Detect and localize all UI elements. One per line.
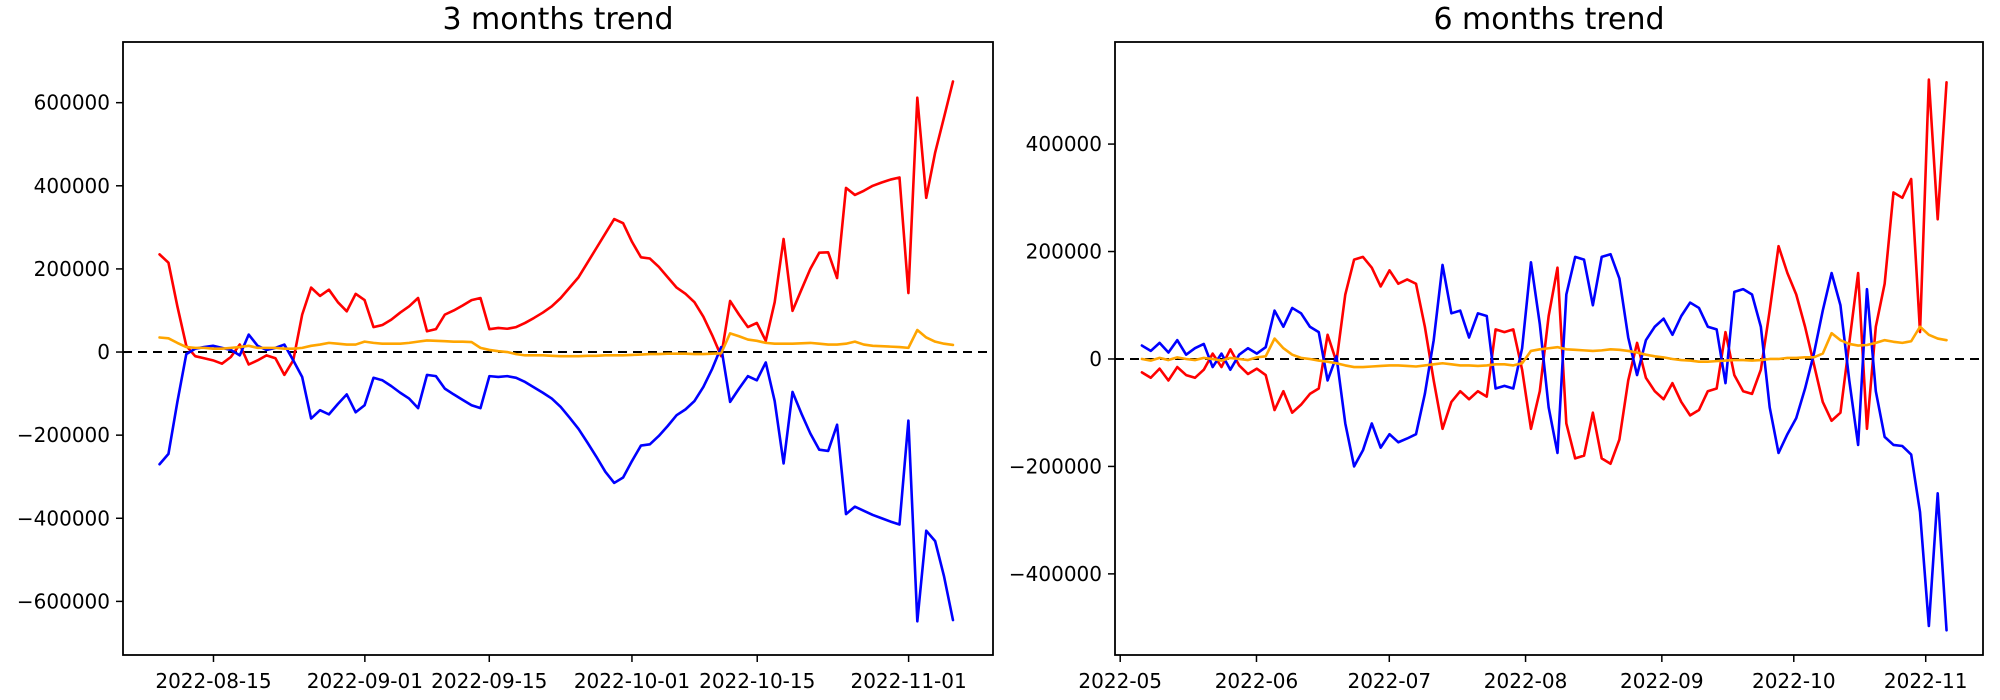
axes-frame <box>1114 41 1984 656</box>
y-tick-label: −400000 <box>17 506 110 530</box>
blue-series-line <box>158 333 955 623</box>
x-tick-label: 2022-05 <box>1078 669 1162 693</box>
x-tick-label: 2022-09 <box>1620 669 1704 693</box>
y-tick-label: 200000 <box>1026 240 1102 264</box>
x-tick-label: 2022-10-15 <box>699 669 815 693</box>
y-tick-label: 400000 <box>1026 132 1102 156</box>
y-tick-label: 600000 <box>34 91 110 115</box>
x-tick-label: 2022-09-15 <box>431 669 547 693</box>
orange-series-line <box>1140 325 1948 369</box>
x-tick-label: 2022-10-01 <box>574 669 690 693</box>
red-series-line <box>1140 78 1948 466</box>
x-tick-label: 2022-08-15 <box>155 669 271 693</box>
plot-area: 600000 400000 200000 0 −200000 −400000 −600000… <box>17 41 994 693</box>
y-tick-label: −400000 <box>1009 562 1102 586</box>
x-tick-label: 2022-06 <box>1215 669 1299 693</box>
y-tick-label: −200000 <box>17 423 110 447</box>
axes-frame <box>122 41 994 656</box>
chart-3-months-trend: 3 months trend 600000 400000 200000 0 −20000… <box>17 0 994 700</box>
x-tick-label: 2022-08 <box>1484 669 1568 693</box>
y-tick-label: −600000 <box>17 589 110 613</box>
blue-series-line <box>1140 252 1948 632</box>
x-tick-label: 2022-10 <box>1752 669 1836 693</box>
x-tick-label: 2022-11-01 <box>850 669 966 693</box>
y-tick-label: 0 <box>1089 347 1102 371</box>
y-tick-label: 400000 <box>34 174 110 198</box>
orange-series-line <box>158 328 955 358</box>
y-tick-label: −200000 <box>1009 454 1102 478</box>
x-tick-label: 2022-09-01 <box>307 669 423 693</box>
chart-title-6-months: 6 months trend <box>1433 2 1665 37</box>
chart-6-months-trend: 6 months trend 400000 200000 0 −200000 −4000… <box>1009 0 1984 700</box>
chart-title-3-months: 3 months trend <box>442 2 674 37</box>
y-tick-label: 200000 <box>34 257 110 281</box>
x-tick-label: 2022-07 <box>1347 669 1431 693</box>
y-tick-label: 0 <box>97 340 110 364</box>
red-series-line <box>158 80 955 377</box>
x-tick-label: 2022-11 <box>1884 669 1968 693</box>
plot-area: 400000 200000 0 −200000 −400000 2022-05 2022-0… <box>1009 41 1984 693</box>
